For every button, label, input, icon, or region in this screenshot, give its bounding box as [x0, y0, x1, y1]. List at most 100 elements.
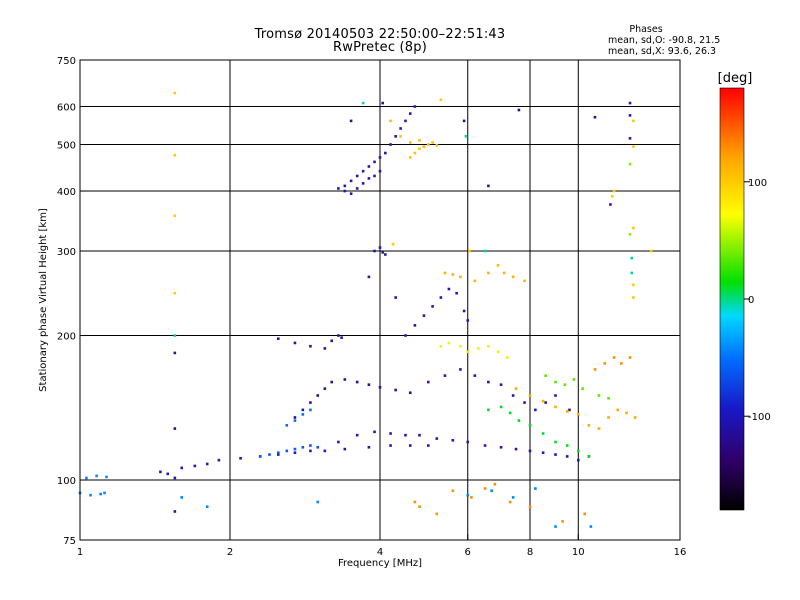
data-point — [399, 135, 402, 138]
data-point — [373, 249, 376, 253]
data-point — [180, 466, 184, 470]
data-point — [459, 275, 462, 279]
data-point — [502, 271, 506, 275]
data-point — [541, 451, 545, 455]
data-point — [487, 408, 490, 412]
data-point — [389, 143, 392, 146]
data-point — [477, 347, 480, 350]
data-point — [628, 114, 632, 117]
data-point — [217, 458, 221, 462]
data-point — [593, 115, 597, 119]
data-point — [361, 101, 365, 105]
data-point — [544, 401, 547, 404]
y-tick-label: 75 — [63, 536, 76, 547]
colorbar-ticks: 100 0 -100 — [744, 178, 771, 423]
data-point — [576, 413, 580, 416]
data-point — [301, 413, 305, 416]
data-point — [487, 344, 490, 348]
data-point — [337, 440, 340, 444]
data-point — [426, 380, 430, 384]
data-point — [173, 214, 177, 218]
data-point — [276, 337, 280, 340]
data-point — [528, 394, 532, 397]
data-point — [422, 145, 426, 148]
data-point — [505, 356, 509, 359]
data-point — [628, 162, 632, 166]
data-point — [408, 444, 412, 447]
data-point — [483, 487, 487, 490]
data-point — [563, 383, 567, 386]
data-point — [609, 203, 612, 206]
data-point — [439, 344, 443, 348]
data-point — [367, 383, 371, 386]
colorbar-tick-label: 100 — [748, 178, 767, 189]
axis-ticks: 1 2 4 6 8 10 16 75 100 200 300 400 500 600 750 — [57, 56, 686, 558]
data-point — [439, 98, 443, 101]
data-point — [607, 397, 610, 400]
x-tick-label: 4 — [377, 547, 383, 558]
data-point — [293, 447, 297, 451]
data-point — [514, 387, 518, 390]
data-point — [89, 493, 92, 497]
data-point — [399, 127, 402, 130]
data-point — [649, 249, 653, 253]
data-point — [511, 394, 515, 397]
y-tick-label: 200 — [57, 332, 76, 343]
data-point — [309, 401, 312, 404]
data-point — [620, 362, 623, 365]
data-point — [541, 399, 545, 403]
colorbar-tick-label: -100 — [748, 412, 771, 423]
data-point — [451, 273, 455, 276]
data-point — [565, 410, 569, 413]
data-point — [381, 101, 384, 105]
data-point — [355, 433, 359, 437]
data-point — [343, 189, 347, 193]
data-point — [473, 279, 477, 283]
data-point — [612, 356, 616, 359]
data-point — [597, 394, 601, 397]
data-point — [451, 489, 455, 493]
data-point — [361, 182, 365, 185]
data-point — [426, 143, 430, 146]
data-point — [413, 324, 417, 327]
data-point — [616, 408, 620, 412]
data-point — [285, 424, 289, 427]
data-point — [367, 165, 371, 168]
data-point — [413, 105, 417, 108]
data-point — [576, 458, 580, 462]
data-point — [589, 525, 593, 528]
data-point — [496, 350, 500, 354]
data-point — [389, 444, 392, 447]
data-point — [439, 296, 443, 299]
data-point — [378, 169, 382, 173]
data-point — [583, 512, 586, 516]
data-point — [628, 356, 632, 359]
data-point — [309, 408, 312, 412]
data-point — [462, 309, 466, 313]
data-point — [408, 156, 412, 159]
data-point — [607, 416, 610, 419]
chart-subtitle: RwPretec (8p) — [333, 40, 427, 55]
data-point — [349, 192, 353, 195]
data-point — [276, 453, 280, 456]
data-point — [490, 489, 493, 493]
y-tick-label: 100 — [57, 476, 76, 487]
data-point — [426, 444, 430, 447]
data-point — [337, 334, 340, 337]
data-point — [455, 291, 458, 295]
data-point — [355, 174, 359, 178]
data-point — [285, 449, 289, 453]
data-point — [568, 408, 571, 412]
data-point — [554, 405, 557, 409]
data-point — [632, 145, 635, 148]
data-point — [293, 451, 297, 455]
data-point — [309, 444, 312, 447]
data-point — [632, 283, 635, 287]
data-point — [630, 271, 634, 275]
data-point — [587, 424, 591, 427]
data-point — [534, 408, 537, 412]
data-point — [343, 447, 347, 451]
data-point — [451, 438, 455, 442]
data-point — [378, 386, 382, 389]
